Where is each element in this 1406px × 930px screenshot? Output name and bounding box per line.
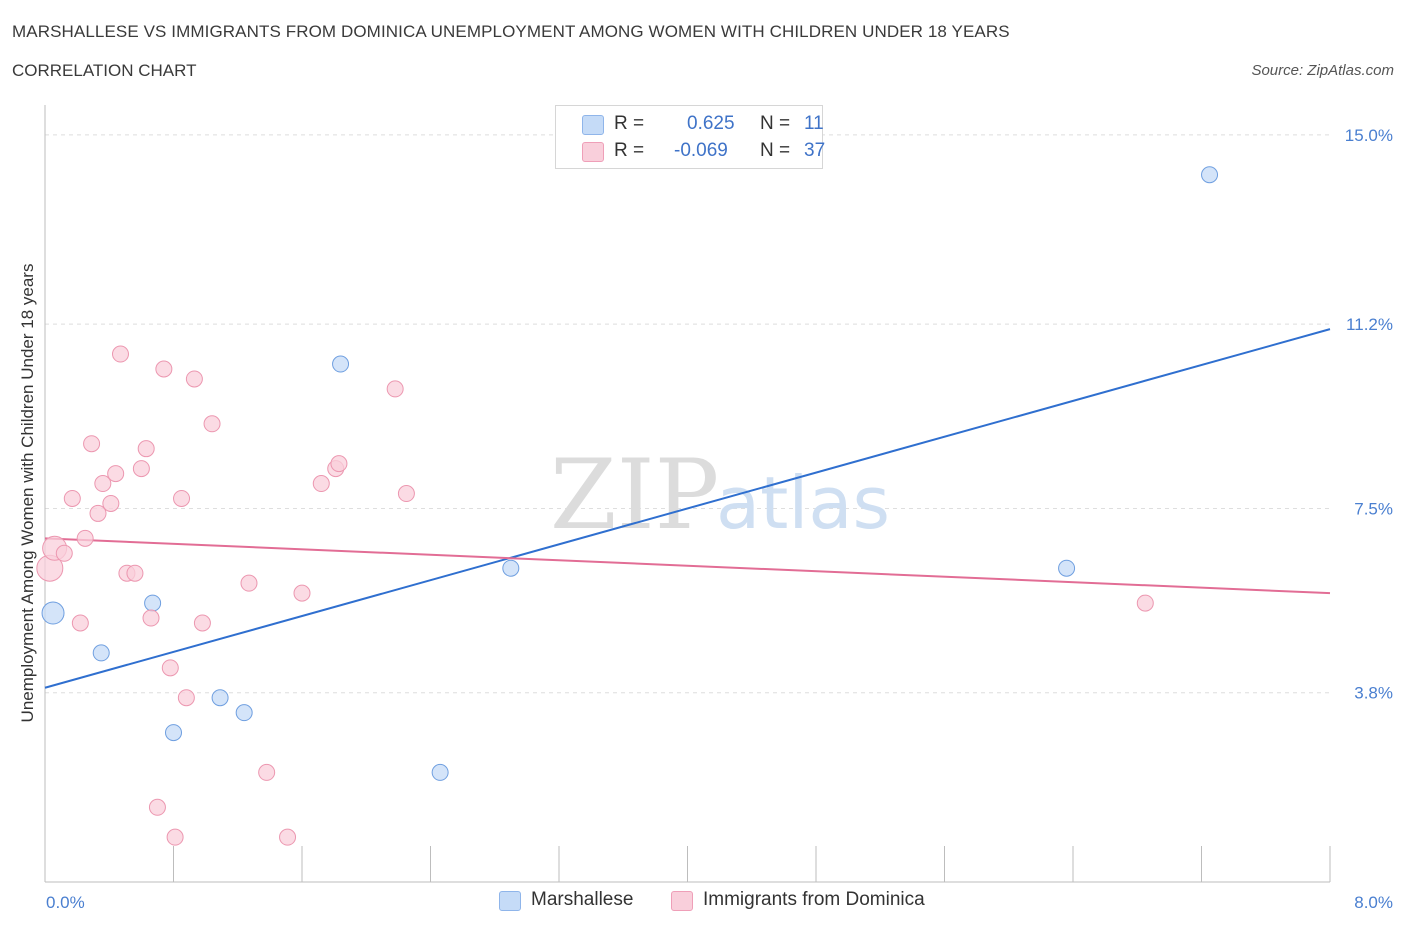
legend-n-label: N = (760, 140, 791, 161)
dominica-point (240, 574, 258, 592)
dominica-point (330, 455, 348, 473)
marshallese-point (211, 689, 229, 707)
legend-r-label: R = (614, 140, 645, 161)
dominica-point (177, 689, 195, 707)
dominica-point (94, 475, 112, 493)
dominica-point (166, 828, 184, 846)
dominica-point (203, 415, 221, 433)
dominica-point (1136, 594, 1154, 612)
dominica-point (161, 659, 179, 677)
dominica-point (142, 609, 160, 627)
x-ticks (173, 846, 1331, 882)
dominica-point (258, 763, 276, 781)
grid-lines (45, 134, 1330, 694)
marshallese-point (144, 594, 162, 612)
y-tick-label: 15.0% (1345, 126, 1393, 145)
marshallese-point (1058, 559, 1076, 577)
dominica-point (126, 564, 144, 582)
legend-r-label: R = (614, 113, 645, 134)
marshallese-point (332, 355, 350, 373)
dominica-point (173, 489, 191, 507)
watermark-atlas: atlas (716, 461, 890, 545)
dominica-point (397, 485, 415, 503)
chart-subtitle: CORRELATION CHART (12, 61, 197, 80)
legend-r-value: 0.625 (687, 113, 735, 134)
dominica-point (76, 529, 94, 547)
legend-n-value: 37 (804, 140, 826, 161)
watermark-zip: ZIP (550, 439, 719, 551)
dominica-trend-line (44, 537, 1331, 595)
trend-lines (44, 328, 1331, 689)
y-tick-label: 11.2% (1346, 315, 1393, 334)
dominica-point (185, 370, 203, 388)
marshallese-point (41, 601, 65, 625)
marshallese-point (431, 763, 449, 781)
y-axis-label: Unemployment Among Women with Children U… (18, 264, 37, 723)
dominica-point (132, 460, 150, 478)
legend-n-label: N = (760, 113, 791, 134)
dominica-point (63, 489, 81, 507)
y-tick-labels: 3.8% 7.5% 11.2% 15.0% (1345, 126, 1393, 703)
legend-n-value: 11 (804, 113, 824, 134)
legend-label: Immigrants from Dominica (703, 889, 925, 910)
data-points (36, 166, 1219, 846)
x-tick-label: 8.0% (1354, 893, 1393, 912)
marshallese-trend-line (44, 328, 1331, 689)
dominica-point (83, 435, 101, 453)
x-tick-labels: 0.0% 8.0% (46, 893, 1393, 912)
dominica-point (107, 465, 125, 483)
dominica-point (293, 584, 311, 602)
dominica-point (137, 440, 155, 458)
correlation-legend: R = 0.625 N = 11 R = -0.069 N = 37 (555, 105, 826, 169)
legend-swatch-pink (582, 142, 604, 162)
y-tick-label: 7.5% (1354, 499, 1393, 518)
x-tick-label: 0.0% (46, 893, 85, 912)
dominica-point (89, 504, 107, 522)
legend-swatch-blue (499, 891, 521, 911)
dominica-point (102, 494, 120, 512)
marshallese-point (165, 724, 182, 742)
dominica-point (71, 614, 89, 632)
dominica-point (386, 380, 404, 398)
marshallese-point (1201, 166, 1219, 184)
dominica-point (55, 544, 73, 562)
legend-swatch-pink (671, 891, 693, 911)
source-label: Source: ZipAtlas.com (1251, 62, 1394, 79)
dominica-point (155, 360, 173, 378)
legend-r-value: -0.069 (674, 140, 728, 161)
dominica-point (279, 828, 297, 846)
dominica-point (312, 475, 330, 493)
dominica-point (111, 345, 129, 363)
y-tick-label: 3.8% (1354, 684, 1393, 703)
legend-swatch-blue (582, 115, 604, 135)
watermark: ZIP atlas (550, 439, 890, 551)
dominica-point (193, 614, 211, 632)
marshallese-point (502, 559, 520, 577)
marshallese-point (92, 644, 110, 662)
marshallese-point (235, 704, 253, 722)
legend-label: Marshallese (531, 889, 634, 910)
chart-title: MARSHALLESE VS IMMIGRANTS FROM DOMINICA … (12, 22, 1010, 41)
dominica-point (148, 798, 166, 816)
